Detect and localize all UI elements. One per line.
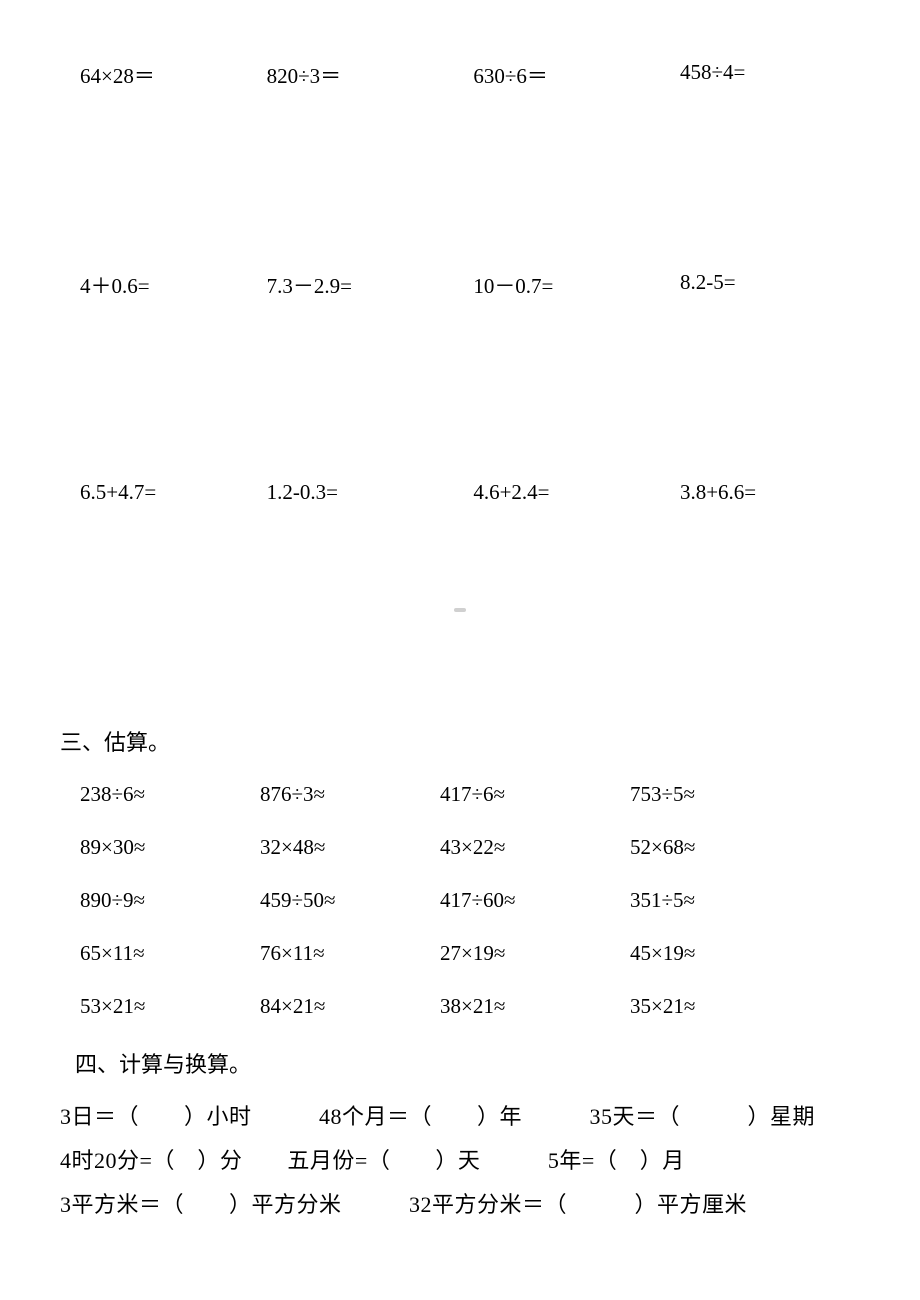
- est-cell: 43×22≈: [440, 835, 630, 860]
- est-cell: 84×21≈: [260, 994, 440, 1019]
- calc-cell: 820÷3＝: [267, 60, 467, 90]
- est-cell: 27×19≈: [440, 941, 630, 966]
- section-3-title: 三、估算。: [60, 725, 860, 757]
- calc-cell: 64×28＝: [60, 60, 260, 90]
- est-cell: 65×11≈: [80, 941, 260, 966]
- conversion-line: 3平方米＝（ ）平方分米 32平方分米＝（ ）平方厘米: [60, 1187, 860, 1219]
- est-row: 890÷9≈ 459÷50≈ 417÷60≈ 351÷5≈: [60, 888, 860, 913]
- calc-cell: 3.8+6.6=: [680, 480, 860, 505]
- est-cell: 45×19≈: [630, 941, 810, 966]
- est-cell: 53×21≈: [80, 994, 260, 1019]
- calc-row-1: 64×28＝ 820÷3＝ 630÷6＝ 458÷4=: [60, 60, 860, 90]
- center-mark-icon: [454, 608, 466, 612]
- conversion-line: 3日＝（ ）小时 48个月＝（ ）年 35天＝（ ）星期: [60, 1099, 860, 1131]
- calc-row-3: 6.5+4.7= 1.2-0.3= 4.6+2.4= 3.8+6.6=: [60, 480, 860, 505]
- conversion-line: 4时20分=（ ）分 五月份=（ ）天 5年=（ ）月: [60, 1143, 860, 1175]
- est-row: 238÷6≈ 876÷3≈ 417÷6≈ 753÷5≈: [60, 782, 860, 807]
- est-cell: 76×11≈: [260, 941, 440, 966]
- est-cell: 876÷3≈: [260, 782, 440, 807]
- calc-cell: 458÷4=: [680, 60, 860, 90]
- calc-cell: 630÷6＝: [473, 60, 673, 90]
- calc-cell: 6.5+4.7=: [60, 480, 260, 505]
- calc-cell: 4.6+2.4=: [473, 480, 673, 505]
- est-cell: 459÷50≈: [260, 888, 440, 913]
- est-cell: 417÷6≈: [440, 782, 630, 807]
- est-cell: 351÷5≈: [630, 888, 810, 913]
- calc-row-2: 4＋0.6= 7.3－2.9= 10－0.7= 8.2-5=: [60, 270, 860, 300]
- est-cell: 890÷9≈: [80, 888, 260, 913]
- est-cell: 417÷60≈: [440, 888, 630, 913]
- est-row: 65×11≈ 76×11≈ 27×19≈ 45×19≈: [60, 941, 860, 966]
- calc-cell: 7.3－2.9=: [267, 270, 467, 300]
- est-cell: 35×21≈: [630, 994, 810, 1019]
- est-cell: 38×21≈: [440, 994, 630, 1019]
- est-row: 89×30≈ 32×48≈ 43×22≈ 52×68≈: [60, 835, 860, 860]
- est-cell: 238÷6≈: [80, 782, 260, 807]
- est-cell: 753÷5≈: [630, 782, 810, 807]
- section-4-title: 四、计算与换算。: [60, 1047, 860, 1079]
- est-cell: 52×68≈: [630, 835, 810, 860]
- calc-cell: 4＋0.6=: [60, 270, 260, 300]
- est-row: 53×21≈ 84×21≈ 38×21≈ 35×21≈: [60, 994, 860, 1019]
- est-cell: 32×48≈: [260, 835, 440, 860]
- calc-cell: 8.2-5=: [680, 270, 860, 300]
- calc-cell: 1.2-0.3=: [267, 480, 467, 505]
- est-cell: 89×30≈: [80, 835, 260, 860]
- calc-cell: 10－0.7=: [473, 270, 673, 300]
